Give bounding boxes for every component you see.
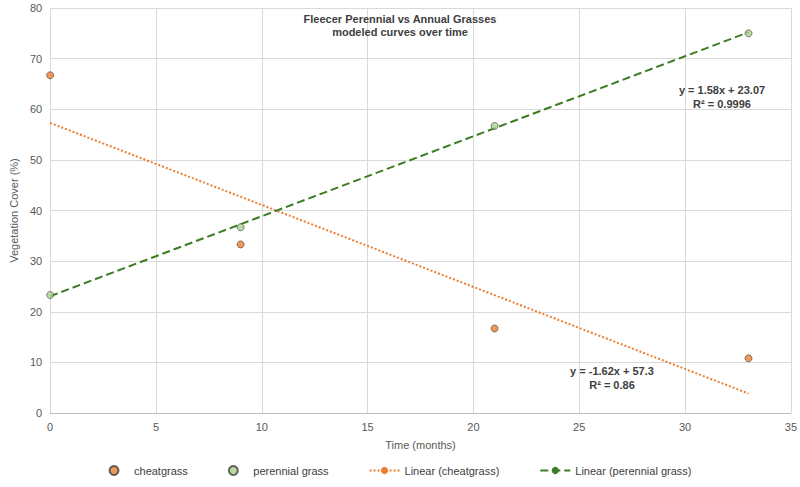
svg-text:y = 1.58x + 23.07: y = 1.58x + 23.07 — [679, 84, 765, 96]
svg-text:70: 70 — [30, 53, 42, 65]
svg-text:20: 20 — [467, 421, 479, 433]
svg-text:5: 5 — [153, 421, 159, 433]
svg-text:10: 10 — [256, 421, 268, 433]
svg-text:20: 20 — [30, 306, 42, 318]
svg-text:perennial grass: perennial grass — [253, 465, 329, 477]
svg-text:modeled curves over time: modeled curves over time — [332, 26, 468, 38]
svg-text:40: 40 — [30, 205, 42, 217]
svg-text:0: 0 — [47, 421, 53, 433]
svg-text:Linear (cheatgrass): Linear (cheatgrass) — [405, 465, 500, 477]
svg-text:Linear (perennial grass): Linear (perennial grass) — [575, 465, 691, 477]
svg-text:R² = 0.9996: R² = 0.9996 — [693, 98, 751, 110]
svg-text:30: 30 — [30, 255, 42, 267]
svg-text:R² = 0.86: R² = 0.86 — [589, 379, 635, 391]
svg-text:0: 0 — [36, 407, 42, 419]
svg-text:Time (months): Time (months) — [385, 439, 456, 451]
svg-text:cheatgrass: cheatgrass — [134, 465, 188, 477]
svg-text:y = -1.62x + 57.3: y = -1.62x + 57.3 — [570, 365, 654, 377]
svg-text:60: 60 — [30, 103, 42, 115]
svg-text:30: 30 — [679, 421, 691, 433]
svg-text:10: 10 — [30, 356, 42, 368]
svg-text:80: 80 — [30, 2, 42, 14]
svg-text:50: 50 — [30, 154, 42, 166]
svg-text:25: 25 — [573, 421, 585, 433]
svg-text:Vegetation Cover (%): Vegetation Cover (%) — [8, 158, 20, 263]
svg-text:15: 15 — [361, 421, 373, 433]
svg-text:35: 35 — [785, 421, 797, 433]
svg-text:Fleecer Perennial vs Annual Gr: Fleecer Perennial vs Annual Grasses — [304, 13, 497, 25]
